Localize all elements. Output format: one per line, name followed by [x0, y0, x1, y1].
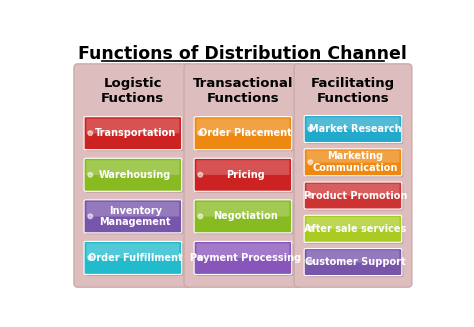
FancyBboxPatch shape — [84, 158, 182, 191]
FancyBboxPatch shape — [84, 117, 182, 150]
Text: Functions of Distribution Channel: Functions of Distribution Channel — [79, 45, 407, 63]
FancyBboxPatch shape — [196, 202, 290, 216]
FancyBboxPatch shape — [86, 202, 179, 216]
FancyBboxPatch shape — [294, 64, 412, 287]
FancyBboxPatch shape — [307, 150, 400, 163]
Text: Pricing: Pricing — [226, 170, 264, 180]
Circle shape — [88, 172, 92, 177]
Text: Transportation: Transportation — [95, 128, 176, 138]
Circle shape — [308, 260, 313, 265]
FancyBboxPatch shape — [306, 183, 403, 211]
FancyBboxPatch shape — [84, 200, 182, 233]
FancyBboxPatch shape — [306, 250, 403, 277]
FancyBboxPatch shape — [194, 117, 292, 150]
Text: Product Promotion: Product Promotion — [304, 191, 407, 200]
Circle shape — [198, 172, 202, 177]
Text: Facilitating
Functions: Facilitating Functions — [311, 77, 395, 105]
FancyBboxPatch shape — [307, 184, 400, 196]
FancyBboxPatch shape — [74, 64, 192, 287]
FancyBboxPatch shape — [194, 158, 292, 191]
Text: Market Research: Market Research — [309, 124, 401, 134]
FancyBboxPatch shape — [304, 115, 402, 143]
Circle shape — [88, 256, 92, 260]
Text: After sale services: After sale services — [304, 224, 406, 234]
FancyBboxPatch shape — [306, 217, 403, 244]
FancyBboxPatch shape — [196, 160, 293, 193]
FancyBboxPatch shape — [196, 201, 293, 234]
Circle shape — [308, 227, 313, 231]
FancyBboxPatch shape — [307, 117, 400, 129]
FancyBboxPatch shape — [184, 64, 302, 287]
FancyBboxPatch shape — [86, 119, 179, 133]
Text: Warehousing: Warehousing — [99, 170, 171, 180]
FancyBboxPatch shape — [304, 215, 402, 242]
Circle shape — [88, 131, 92, 135]
FancyBboxPatch shape — [196, 119, 290, 133]
FancyBboxPatch shape — [196, 160, 290, 175]
FancyBboxPatch shape — [86, 243, 179, 258]
Circle shape — [308, 160, 313, 164]
FancyBboxPatch shape — [196, 243, 293, 276]
Circle shape — [198, 214, 202, 219]
FancyBboxPatch shape — [194, 200, 292, 233]
Text: Inventory
Management: Inventory Management — [100, 206, 171, 227]
Text: Order Placement: Order Placement — [199, 128, 292, 138]
FancyBboxPatch shape — [196, 118, 293, 151]
FancyBboxPatch shape — [304, 182, 402, 209]
FancyBboxPatch shape — [86, 243, 183, 276]
FancyBboxPatch shape — [86, 201, 183, 234]
Circle shape — [308, 193, 313, 198]
Text: Marketing
Communication: Marketing Communication — [313, 151, 398, 173]
Text: Customer Support: Customer Support — [305, 257, 406, 267]
FancyBboxPatch shape — [86, 160, 179, 175]
Circle shape — [308, 127, 313, 131]
FancyBboxPatch shape — [196, 243, 290, 258]
FancyBboxPatch shape — [304, 249, 402, 276]
FancyBboxPatch shape — [306, 150, 403, 177]
Text: Payment Processing: Payment Processing — [190, 253, 301, 263]
FancyBboxPatch shape — [307, 250, 400, 262]
FancyBboxPatch shape — [307, 217, 400, 229]
Text: Order Fulfillment: Order Fulfillment — [88, 253, 182, 263]
FancyBboxPatch shape — [304, 149, 402, 176]
Circle shape — [198, 131, 202, 135]
Text: Negotiation: Negotiation — [213, 211, 278, 221]
FancyBboxPatch shape — [84, 241, 182, 274]
FancyBboxPatch shape — [86, 160, 183, 193]
Circle shape — [88, 214, 92, 219]
FancyBboxPatch shape — [86, 118, 183, 151]
Text: Logistic
Fuctions: Logistic Fuctions — [101, 77, 164, 105]
Text: Transactional
Functions: Transactional Functions — [192, 77, 293, 105]
Circle shape — [198, 256, 202, 260]
FancyBboxPatch shape — [306, 117, 403, 144]
FancyBboxPatch shape — [194, 241, 292, 274]
